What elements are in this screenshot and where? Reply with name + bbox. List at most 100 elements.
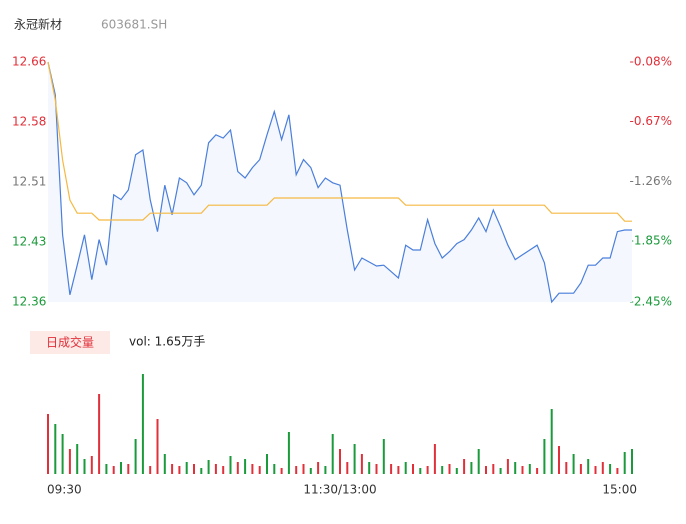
volume-bar — [214, 464, 217, 474]
y-tick-label: 12.58 — [12, 115, 46, 129]
volume-bar — [112, 466, 115, 474]
x-tick-label: 15:00 — [602, 483, 637, 497]
volume-bar — [499, 468, 502, 474]
volume-bar — [54, 424, 57, 474]
volume-bar — [404, 462, 407, 474]
volume-summary: vol: 1.65万手 — [129, 335, 205, 349]
volume-bar — [120, 462, 122, 474]
volume-bar — [470, 462, 473, 474]
x-tick-label: 09:30 — [47, 483, 82, 497]
y-tick-label: 12.51 — [12, 175, 46, 189]
volume-bar — [200, 468, 203, 474]
volume-bar — [302, 464, 305, 474]
volume-bar — [543, 439, 546, 474]
volume-bar — [134, 439, 137, 474]
volume-button[interactable] — [30, 331, 110, 354]
volume-bar — [623, 452, 626, 474]
volume-bar — [368, 462, 371, 474]
price-line — [47, 61, 632, 304]
y-tick-label: 12.43 — [12, 235, 46, 249]
volume-bar — [309, 468, 312, 474]
volume-bar — [419, 468, 422, 474]
y2-tick-label: -1.26% — [630, 174, 672, 188]
y-tick-label: 12.66 — [12, 55, 46, 69]
volume-bar — [163, 454, 166, 474]
volume-bar — [83, 459, 86, 474]
volume-bar — [485, 466, 487, 474]
volume-bar — [521, 466, 524, 474]
volume-bar — [587, 459, 590, 474]
volume-bar — [565, 462, 568, 474]
volume-bar — [382, 439, 385, 474]
volume-bar — [616, 468, 619, 474]
volume-bar — [98, 394, 101, 474]
volume-bar — [193, 464, 195, 474]
volume-bar — [149, 466, 152, 474]
volume-button-label[interactable]: 日成交量 — [46, 335, 94, 350]
volume-bar — [339, 449, 341, 474]
volume-bar — [287, 432, 290, 474]
x-tick-label: 11:30/13:00 — [303, 483, 376, 497]
volume-bar — [331, 434, 334, 474]
y-tick-label: 12.36 — [12, 295, 46, 309]
volume-bar — [390, 464, 393, 474]
volume-bar — [273, 464, 276, 474]
volume-bar — [594, 466, 597, 474]
volume-bar — [601, 462, 604, 474]
volume-bar — [492, 464, 495, 474]
volume-bar — [280, 468, 283, 474]
volume-bar — [455, 468, 458, 474]
average-line — [47, 61, 632, 222]
volume-bar — [61, 434, 64, 474]
price-area — [48, 62, 632, 302]
volume-bar — [324, 466, 327, 474]
volume-bar — [477, 449, 480, 474]
volume-bar — [185, 462, 188, 474]
volume-bar — [141, 374, 144, 474]
volume-bar — [127, 464, 130, 474]
volume-bar — [536, 468, 539, 474]
volume-bar — [244, 459, 247, 474]
volume-bar — [90, 456, 93, 474]
volume-bar — [317, 462, 320, 474]
volume-bar — [426, 466, 429, 474]
y2-tick-label: -1.85% — [630, 234, 672, 248]
stock-code: 603681.SH — [101, 18, 167, 32]
volume-bar — [47, 414, 49, 474]
volume-bar — [448, 464, 451, 474]
volume-bar — [360, 454, 363, 474]
volume-bar — [433, 444, 436, 474]
volume-bar — [609, 464, 612, 474]
volume-bar — [156, 419, 159, 474]
volume-bar — [441, 466, 444, 474]
volume-bar — [68, 449, 71, 474]
volume-bar — [397, 466, 400, 474]
volume-bar — [346, 462, 349, 474]
volume-bar — [558, 446, 560, 474]
volume-bar — [631, 449, 633, 474]
y2-tick-label: -0.08% — [630, 55, 672, 69]
stock-name: 永冠新材 — [14, 17, 62, 32]
volume-bar — [178, 466, 181, 474]
volume-bar — [251, 464, 254, 474]
volume-bar — [463, 459, 466, 474]
volume-bar — [506, 459, 509, 474]
volume-bar — [528, 464, 531, 474]
volume-bar — [207, 460, 210, 474]
volume-bar — [258, 466, 261, 474]
volume-bar — [105, 464, 108, 474]
y2-tick-label: -0.67% — [630, 114, 672, 128]
volume-bar — [572, 454, 575, 474]
volume-bar — [76, 444, 79, 474]
volume-bar — [550, 409, 553, 474]
volume-bar — [236, 462, 239, 474]
volume-bar — [266, 454, 268, 474]
volume-bar — [514, 462, 517, 474]
volume-bar — [171, 464, 174, 474]
volume-bar — [295, 466, 298, 474]
volume-bar — [353, 444, 356, 474]
volume-bar — [222, 466, 225, 474]
volume-bar — [375, 464, 378, 474]
y2-tick-label: -2.45% — [630, 295, 672, 309]
